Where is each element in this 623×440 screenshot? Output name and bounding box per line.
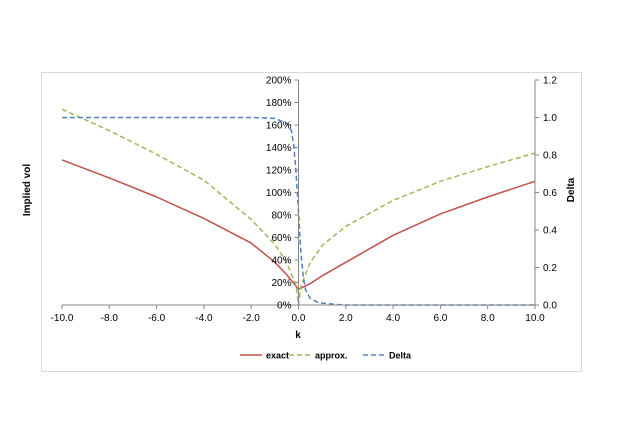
- y-left-tick-label: 200%: [266, 76, 292, 87]
- y-left-tick-label: 100%: [266, 188, 292, 199]
- y-left-tick-label: 60%: [271, 233, 291, 244]
- x-tick-label: 6.0: [433, 313, 447, 324]
- legend: exact approx. Delta: [240, 351, 412, 361]
- legend-label: Delta: [389, 351, 412, 361]
- y-right-tick-label: 1.2: [543, 76, 557, 87]
- x-tick-label: -8.0: [101, 313, 119, 324]
- y-axis-right-title: Delta: [566, 177, 577, 202]
- y-left-tick-label: 180%: [266, 98, 292, 109]
- y-right-tick-label: 0.4: [543, 226, 557, 237]
- y-left-tick-label: 120%: [266, 166, 292, 177]
- x-tick-label: -6.0: [148, 313, 166, 324]
- x-tick-label: 8.0: [481, 313, 495, 324]
- y-right-tick-label: 0.6: [543, 188, 557, 199]
- x-tick-label: -10.0: [51, 313, 74, 324]
- y-left-tick-label: 20%: [271, 278, 291, 289]
- y-right-tick-label: 0.0: [543, 301, 557, 312]
- y-left-tick-label: 160%: [266, 121, 292, 132]
- chart-area: [41, 72, 582, 372]
- y-left-tick-label: 140%: [266, 143, 292, 154]
- legend-label: exact: [266, 351, 289, 361]
- x-tick-label: 0.0: [292, 313, 306, 324]
- x-tick-label: 10.0: [525, 313, 545, 324]
- y-left-tick-label: 80%: [271, 211, 291, 222]
- legend-label: approx.: [315, 351, 348, 361]
- y-right-tick-label: 1.0: [543, 113, 557, 124]
- y-left-tick-label: 0%: [277, 301, 292, 312]
- x-axis-title: k: [295, 330, 301, 341]
- y-left-tick-label: 40%: [271, 256, 291, 267]
- x-tick-label: -4.0: [195, 313, 213, 324]
- series-line-delta: [62, 116, 535, 306]
- y-right-tick-label: 0.8: [543, 151, 557, 162]
- x-tick-label: 2.0: [339, 313, 353, 324]
- y-right-tick-label: 0.2: [543, 263, 557, 274]
- x-tick-label: -2.0: [243, 313, 261, 324]
- x-tick-label: 4.0: [386, 313, 400, 324]
- y-axis-left-title: Implied vol: [22, 164, 33, 216]
